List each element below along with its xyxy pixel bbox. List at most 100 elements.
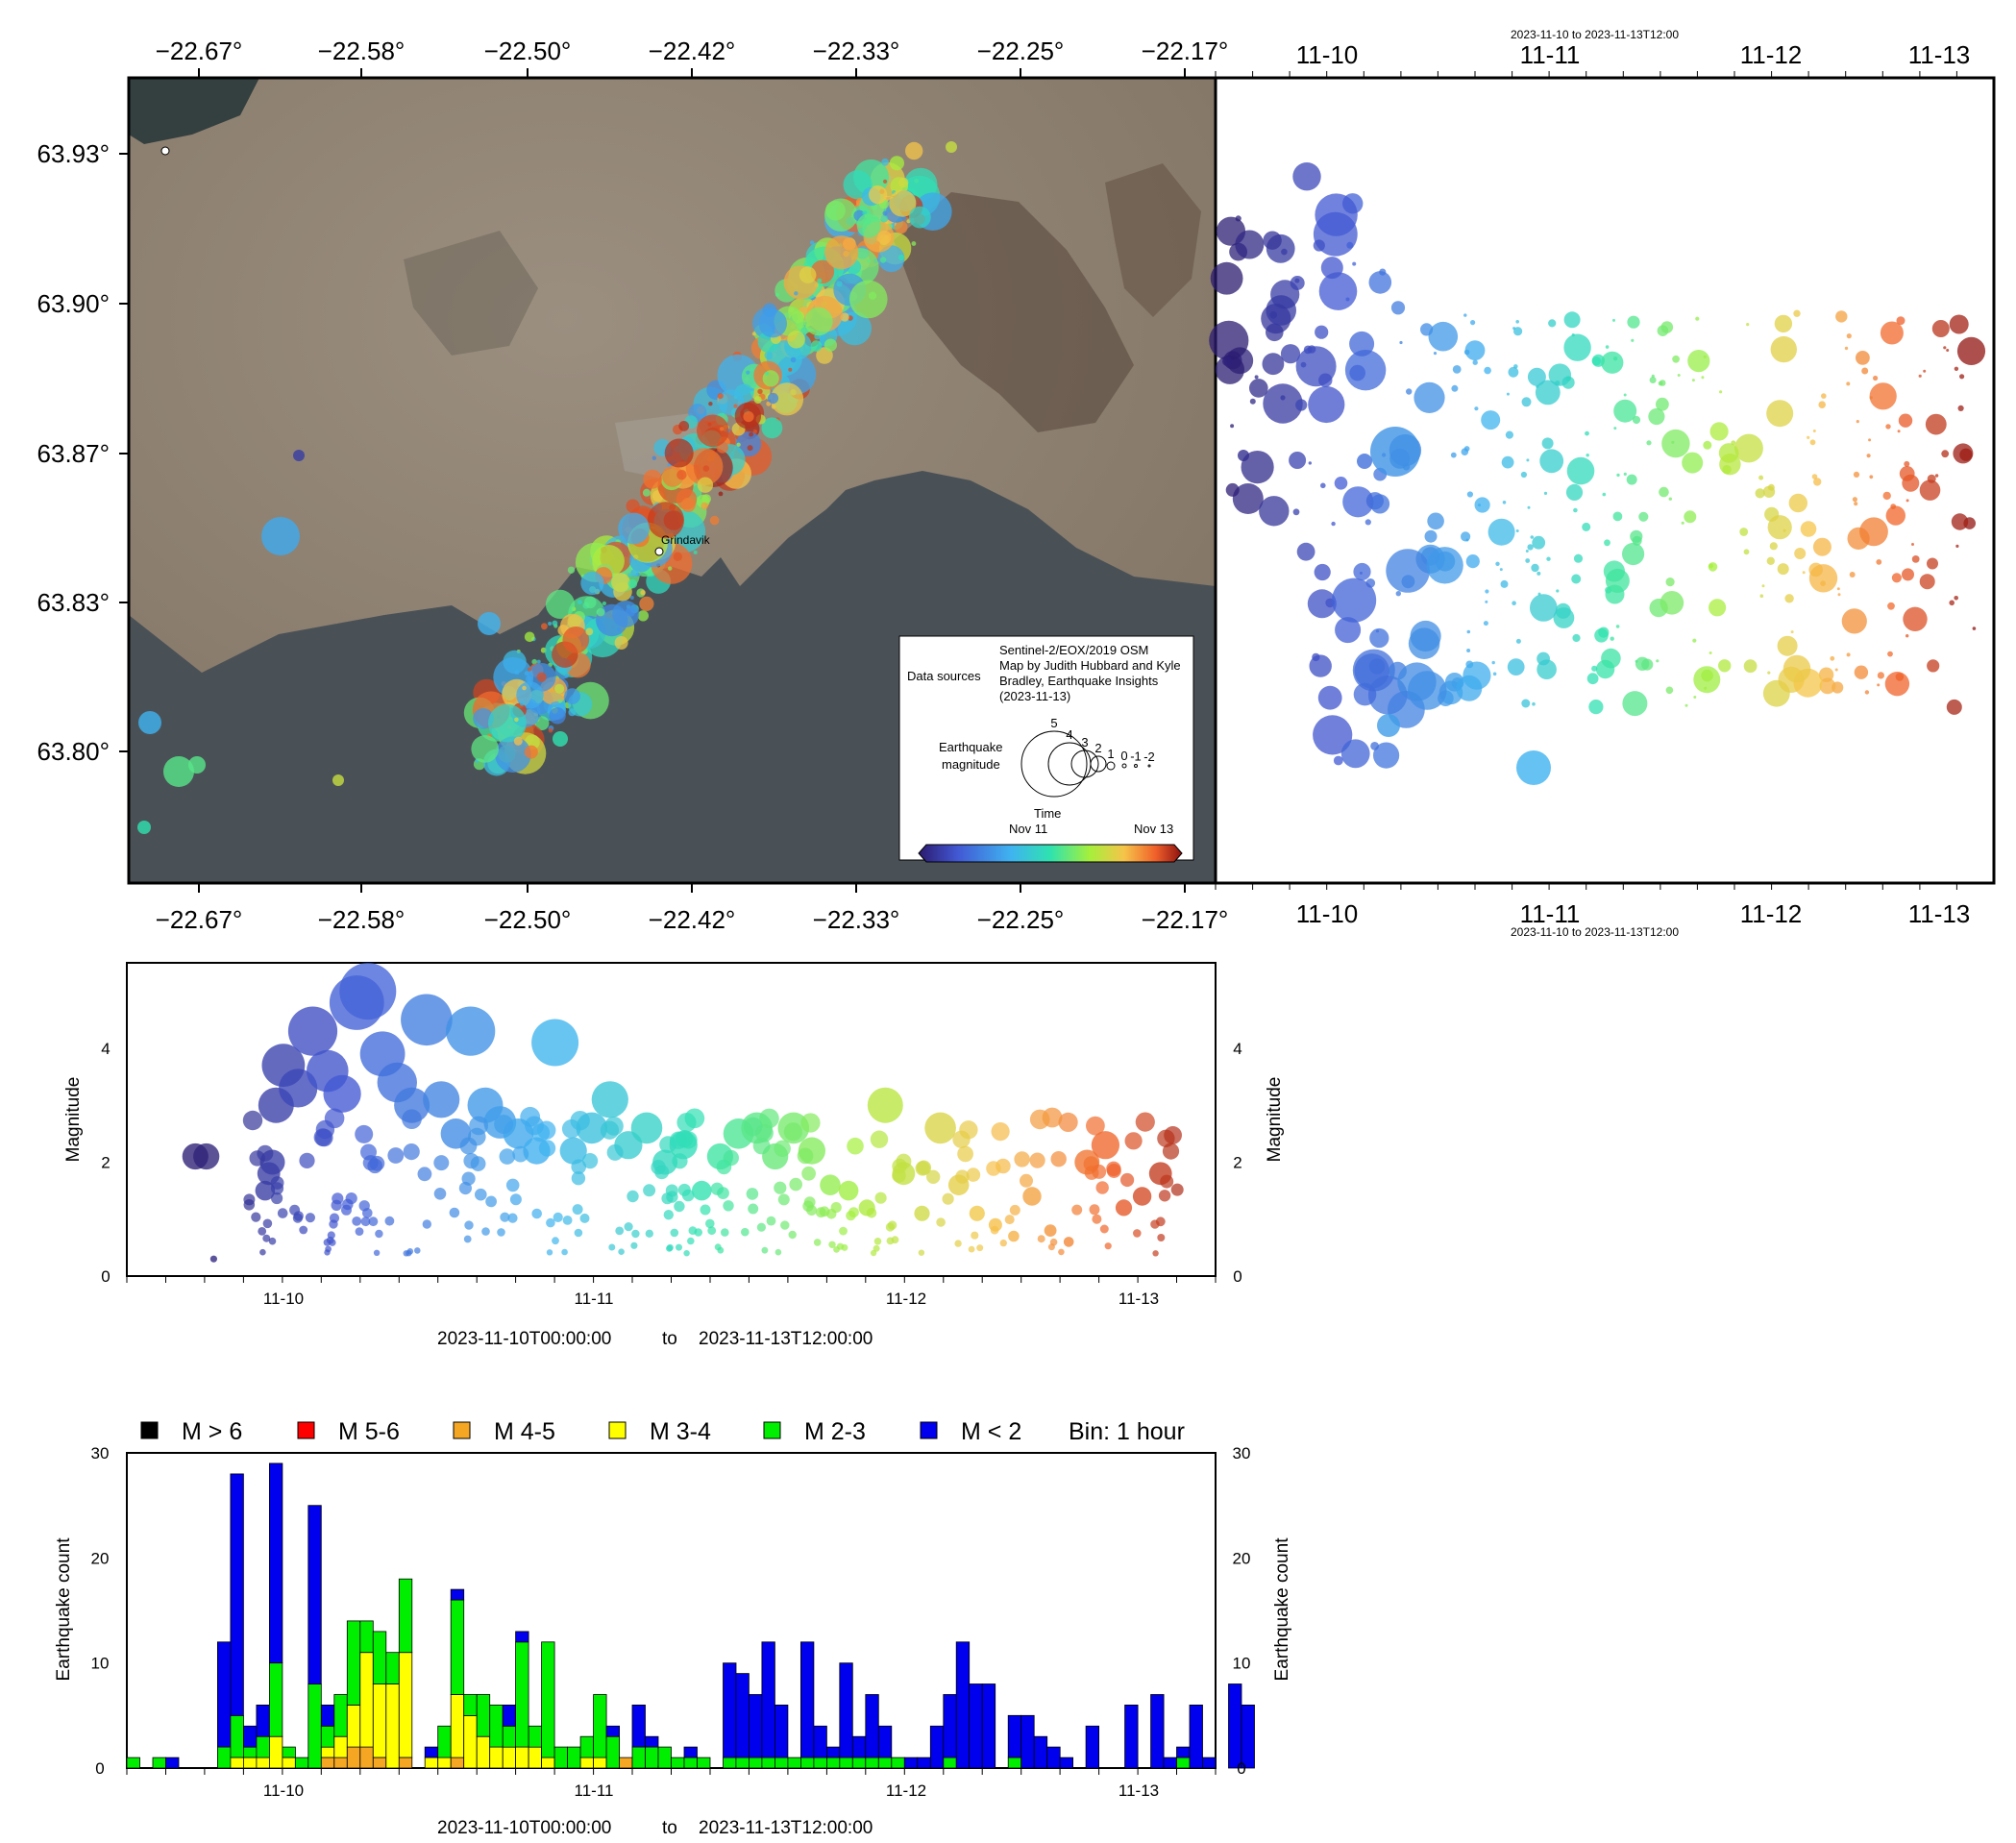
time-latitude-point	[1295, 399, 1308, 411]
magnitude-point	[684, 1108, 705, 1129]
map-earthquake-point	[788, 367, 793, 372]
time-latitude-point	[1474, 406, 1479, 411]
time-latitude-point	[1885, 424, 1891, 430]
histogram-bar-segment	[385, 1683, 400, 1769]
time-latitude-point	[1526, 458, 1530, 462]
time-latitude-point	[1313, 239, 1325, 252]
map-earthquake-point	[701, 494, 711, 504]
histogram-legend-label: M < 2	[961, 1418, 1021, 1445]
map-earthquake-point	[553, 731, 568, 747]
map-earthquake-point	[519, 700, 525, 706]
magnitude-point	[665, 1184, 678, 1197]
map-earthquake-point	[894, 220, 908, 234]
map-earthquake-point	[524, 631, 535, 643]
time-latitude-point	[1954, 366, 1959, 371]
time-latitude-point	[1308, 461, 1313, 465]
map-earthquake-point	[531, 658, 537, 665]
time-latitude-point	[1708, 562, 1718, 572]
map-earthquake-point	[751, 332, 756, 336]
time-latitude-point	[1859, 517, 1888, 547]
map-earthquake-point	[629, 596, 634, 600]
histogram-bar-segment	[528, 1725, 542, 1748]
map-y-tick-label: 63.80°	[37, 737, 110, 766]
histogram-bar-segment	[697, 1757, 711, 1769]
time-latitude-x-ticks-bottom: 11-10 11-11 11-12 11-13	[1215, 883, 1970, 928]
map-earthquake-point	[332, 774, 344, 786]
time-latitude-point	[1209, 320, 1249, 360]
time-latitude-point	[1807, 435, 1810, 439]
magnitude-y-tick-right: 2	[1233, 1153, 1242, 1171]
time-latitude-point	[1266, 295, 1296, 326]
time-latitude-point	[1946, 349, 1950, 352]
histogram-bar-segment	[502, 1725, 517, 1748]
magnitude-point	[292, 1213, 303, 1223]
histogram-y-tick-right: 30	[1233, 1444, 1251, 1462]
time-latitude-points	[1209, 162, 1986, 785]
time-latitude-point	[1739, 528, 1749, 536]
time-latitude-point	[1539, 449, 1564, 474]
magnitude-point	[952, 1130, 971, 1149]
map-x-tick-bottom-label: −22.42°	[649, 905, 736, 934]
time-latitude-point	[1927, 557, 1938, 570]
histogram-legend-label: M 5-6	[338, 1418, 400, 1445]
magnitude-point	[828, 1241, 836, 1249]
histogram-bar-segment	[619, 1757, 633, 1769]
time-latitude-point	[1767, 671, 1771, 675]
histogram-bar-segment	[450, 1599, 465, 1695]
map-earthquake-point	[825, 200, 846, 221]
data-sources-line-3: Bradley, Earthquake Insights	[999, 674, 1159, 688]
magnitude-legend-circle	[1147, 764, 1151, 768]
time-latitude-point	[1254, 375, 1259, 380]
histogram-bar-segment	[1189, 1705, 1203, 1769]
histogram-bar-segment	[333, 1757, 348, 1769]
map-earthquake-point	[522, 685, 527, 691]
magnitude-point	[423, 1081, 460, 1118]
magnitude-point	[574, 1228, 583, 1238]
time-latitude-point	[1746, 323, 1750, 327]
time-latitude-point	[1660, 591, 1684, 615]
map-earthquake-point	[541, 623, 548, 630]
time-latitude-point	[1876, 559, 1882, 565]
histogram-bar-segment	[1163, 1757, 1177, 1769]
time-latitude-point	[1352, 261, 1357, 266]
magnitude-point	[645, 1229, 653, 1239]
map-x-tick-bottom-label: −22.50°	[484, 905, 572, 934]
map-earthquake-point	[905, 141, 923, 160]
time-latitude-point	[1951, 513, 1969, 530]
time-latitude-point	[1263, 231, 1282, 250]
time-latitude-point	[1943, 346, 1947, 350]
magnitude-point	[783, 1122, 803, 1142]
magnitude-point	[352, 1216, 362, 1226]
magnitude-point	[608, 1243, 616, 1251]
magnitude-point	[485, 1195, 497, 1208]
map-panel: Grindavik Data sources Sentinel-2/EOX/20…	[37, 37, 1229, 934]
map-earthquake-point	[824, 235, 859, 270]
magnitude-point	[915, 1161, 930, 1176]
time-latitude-point	[1373, 742, 1400, 769]
map-earthquake-point	[869, 185, 888, 205]
magnitude-point	[746, 1188, 759, 1200]
map-earthquake-point	[478, 612, 501, 635]
magnitude-point	[271, 1192, 283, 1205]
map-earthquake-point	[877, 245, 905, 273]
time-latitude-point	[1512, 601, 1516, 605]
time-latitude-point	[1401, 575, 1415, 589]
magnitude-y-tick-right: 4	[1233, 1040, 1242, 1058]
magnitude-point	[449, 1207, 460, 1218]
map-earthquake-point	[746, 370, 750, 375]
time-latitude-point	[1623, 472, 1627, 476]
magnitude-point	[976, 1244, 984, 1252]
histogram-bar-segment	[307, 1505, 322, 1684]
map-earthquake-point	[867, 258, 872, 263]
time-latitude-point	[1370, 742, 1379, 750]
magnitude-point	[815, 1207, 826, 1218]
histogram-bar-segment	[813, 1757, 827, 1769]
time-latitude-point	[1784, 594, 1794, 603]
histogram-bar-segment	[579, 1757, 594, 1769]
magnitude-point	[193, 1143, 220, 1170]
map-earthquake-point	[736, 442, 741, 447]
map-earthquake-point	[536, 672, 547, 682]
time-latitude-point	[1612, 511, 1623, 522]
histogram-bar-segment	[981, 1683, 996, 1769]
time-latitude-panel: 2023-11-10 to 2023-11-13T12:00 2023-11-1…	[1209, 28, 1996, 939]
